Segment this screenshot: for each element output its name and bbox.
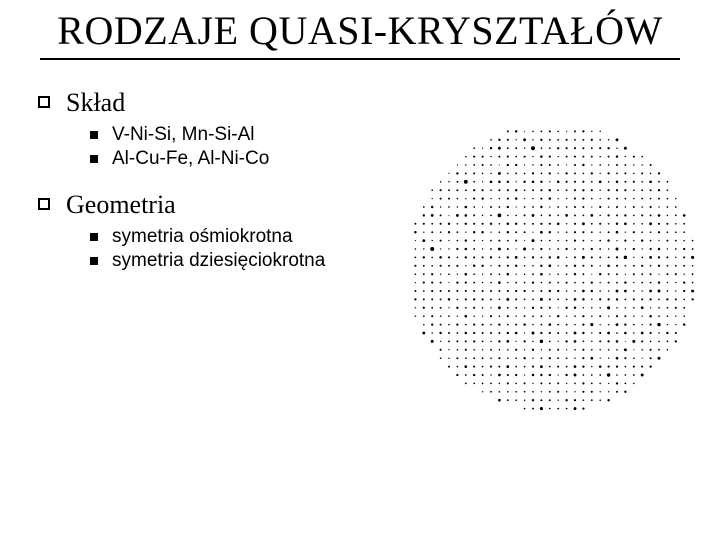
section-item-text: symetria dziesięciokrotna	[112, 250, 325, 272]
text-column: Skład V-Ni-Si, Mn-Si-AlAl-Cu-Fe, Al-Ni-Co…	[36, 74, 396, 292]
section-heading: Geometria	[36, 190, 396, 220]
slide-title: RODZAJE QUASI-KRYSZTAŁÓW	[40, 10, 680, 52]
filled-square-bullet-icon	[90, 155, 98, 163]
filled-square-bullet-icon	[90, 233, 98, 241]
quasicrystal-pattern	[402, 118, 702, 418]
section-item: symetria ośmiokrotna	[90, 226, 396, 248]
section-item-text: symetria ośmiokrotna	[112, 226, 293, 248]
section-heading-text: Skład	[66, 88, 125, 118]
hollow-square-bullet-icon	[38, 96, 50, 108]
section-heading-text: Geometria	[66, 190, 176, 220]
section-item-text: Al-Cu-Fe, Al-Ni-Co	[112, 148, 269, 170]
hollow-square-bullet-icon	[38, 198, 50, 210]
section-item: V-Ni-Si, Mn-Si-Al	[90, 124, 396, 146]
section-item-text: V-Ni-Si, Mn-Si-Al	[112, 124, 255, 146]
section-item: Al-Cu-Fe, Al-Ni-Co	[90, 148, 396, 170]
section-item: symetria dziesięciokrotna	[90, 250, 396, 272]
section-heading: Skład	[36, 88, 396, 118]
filled-square-bullet-icon	[90, 257, 98, 265]
filled-square-bullet-icon	[90, 131, 98, 139]
